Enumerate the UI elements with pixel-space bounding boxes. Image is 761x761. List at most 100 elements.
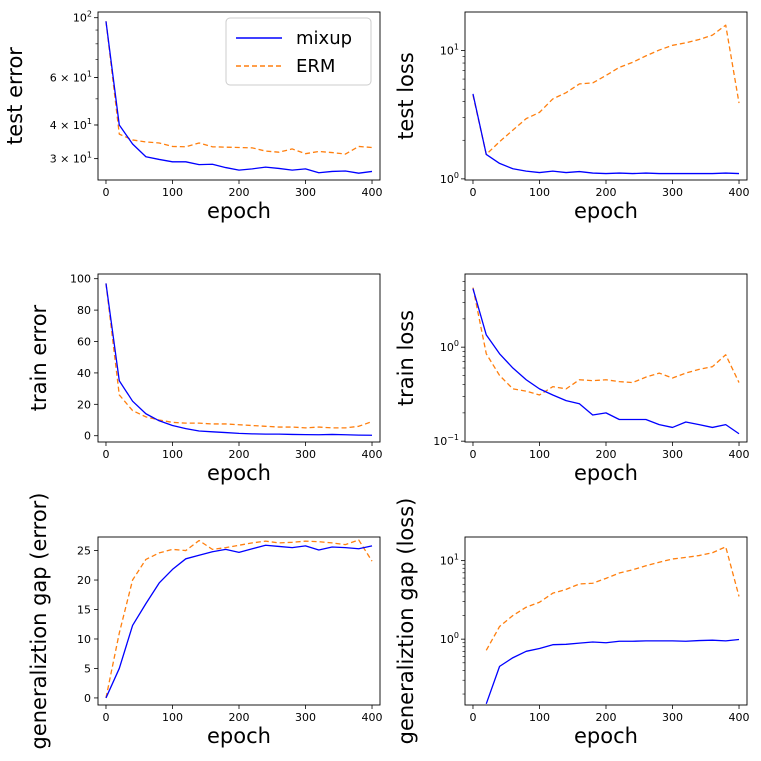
x-axis-label: epoch (207, 461, 271, 485)
x-axis-label: epoch (207, 724, 271, 748)
y-axis-label: train error (27, 304, 51, 411)
series-line-mixup (105, 283, 373, 436)
y-tick-label: 10 (77, 633, 91, 646)
y-tick-label: 100 (70, 273, 91, 286)
x-axis-label: epoch (207, 199, 271, 223)
series-line-mixup (105, 21, 373, 174)
x-tick-label: 100 (529, 448, 550, 461)
y-tick-exponent: 0 (454, 631, 459, 640)
legend: mixup ERM (225, 17, 372, 86)
plot-frame (464, 273, 748, 443)
y-tick-label: 5 (84, 662, 91, 675)
x-tick-label: 100 (162, 186, 183, 199)
y-tick-label: 0 (84, 692, 91, 705)
series-line-erm (472, 287, 740, 396)
x-tick-label: 0 (102, 448, 109, 461)
x-tick-label: 200 (229, 711, 250, 724)
y-tick-label: 6 × 101 (50, 70, 92, 85)
y-tick-exponent: −1 (447, 433, 459, 442)
plot-frame (97, 273, 381, 443)
series-line-erm (105, 21, 373, 155)
x-tick-label: 100 (162, 711, 183, 724)
x-tick-label: 100 (529, 711, 550, 724)
y-tick-label: 20 (77, 398, 91, 411)
series-line-erm (485, 546, 740, 651)
y-tick-mantissa: 10 (73, 12, 87, 25)
y-tick-label: 0 (84, 430, 91, 443)
x-tick-label: 400 (362, 448, 383, 461)
y-tick-label: 100 (440, 631, 459, 646)
y-tick-label: 40 (77, 367, 91, 380)
x-tick-label: 300 (662, 448, 683, 461)
y-tick-label: 100 (440, 339, 459, 354)
series-line-mixup (472, 288, 740, 435)
y-tick-exponent: 1 (454, 553, 459, 562)
x-axis-label: epoch (574, 724, 638, 748)
x-tick-label: 300 (295, 186, 316, 199)
series-line-erm (105, 539, 373, 699)
y-tick-mantissa: 10 (440, 45, 454, 58)
x-tick-label: 100 (529, 186, 550, 199)
x-tick-label: 0 (469, 711, 476, 724)
x-tick-label: 400 (729, 186, 750, 199)
x-tick-label: 200 (596, 711, 617, 724)
y-axis-label: train loss (394, 310, 418, 406)
y-tick-mantissa: 10 (440, 633, 454, 646)
x-tick-label: 200 (229, 186, 250, 199)
x-tick-label: 300 (295, 711, 316, 724)
y-tick-mantissa: 10 (433, 435, 447, 448)
x-tick-label: 400 (362, 711, 383, 724)
y-tick-label: 60 (77, 336, 91, 349)
x-tick-label: 300 (295, 448, 316, 461)
y-tick-exponent: 1 (454, 43, 459, 52)
y-tick-label: 100 (440, 171, 459, 186)
y-tick-mantissa: 10 (440, 555, 454, 568)
panel-generalization-gap-error: 0 100 200 300 400 0 5 10 15 20 25 epoch generaliztio… (27, 492, 383, 749)
x-tick-label: 400 (729, 711, 750, 724)
y-tick-exponent: 1 (87, 151, 92, 160)
y-tick-label: 15 (77, 604, 91, 617)
x-tick-label: 0 (102, 711, 109, 724)
y-tick-label: 4 × 101 (50, 117, 92, 132)
y-tick-exponent: 1 (87, 117, 92, 126)
x-tick-label: 300 (662, 186, 683, 199)
legend-label-erm: ERM (296, 56, 335, 77)
series-line-erm (472, 24, 740, 156)
x-tick-label: 300 (662, 711, 683, 724)
y-axis-label: generaliztion gap (loss) (394, 498, 418, 745)
series-line-mixup (472, 93, 740, 175)
legend-frame (225, 17, 372, 86)
plot-frame (97, 536, 381, 706)
y-tick-label: 10−1 (433, 433, 459, 448)
x-axis-label: epoch (574, 199, 638, 223)
x-tick-label: 0 (469, 186, 476, 199)
y-tick-exponent: 0 (454, 171, 459, 180)
y-tick-mantissa: 6 × 10 (50, 72, 87, 85)
x-tick-label: 200 (229, 448, 250, 461)
legend-label-mixup: mixup (296, 28, 352, 49)
x-tick-label: 400 (729, 448, 750, 461)
x-tick-label: 0 (469, 448, 476, 461)
plot-frame (464, 536, 748, 706)
x-tick-label: 200 (596, 448, 617, 461)
x-axis-label: epoch (574, 461, 638, 485)
x-tick-label: 0 (102, 186, 109, 199)
y-tick-mantissa: 10 (440, 173, 454, 186)
y-tick-label: 101 (440, 553, 459, 568)
y-tick-label: 101 (440, 43, 459, 58)
y-tick-mantissa: 4 × 10 (50, 119, 87, 132)
y-tick-exponent: 0 (454, 339, 459, 348)
y-tick-label: 25 (77, 545, 91, 558)
y-axis-label: generaliztion gap (error) (27, 492, 51, 749)
series-line-erm (105, 283, 373, 429)
y-tick-label: 102 (73, 10, 92, 25)
y-axis-label: test loss (394, 52, 418, 140)
x-tick-label: 200 (596, 186, 617, 199)
y-axis-label: test error (3, 47, 27, 145)
y-tick-label: 80 (77, 304, 91, 317)
series-line-mixup (105, 544, 373, 699)
panel-train-error: 0 100 200 300 400 0 20 40 60 80 100 epoch train erro… (27, 273, 383, 485)
